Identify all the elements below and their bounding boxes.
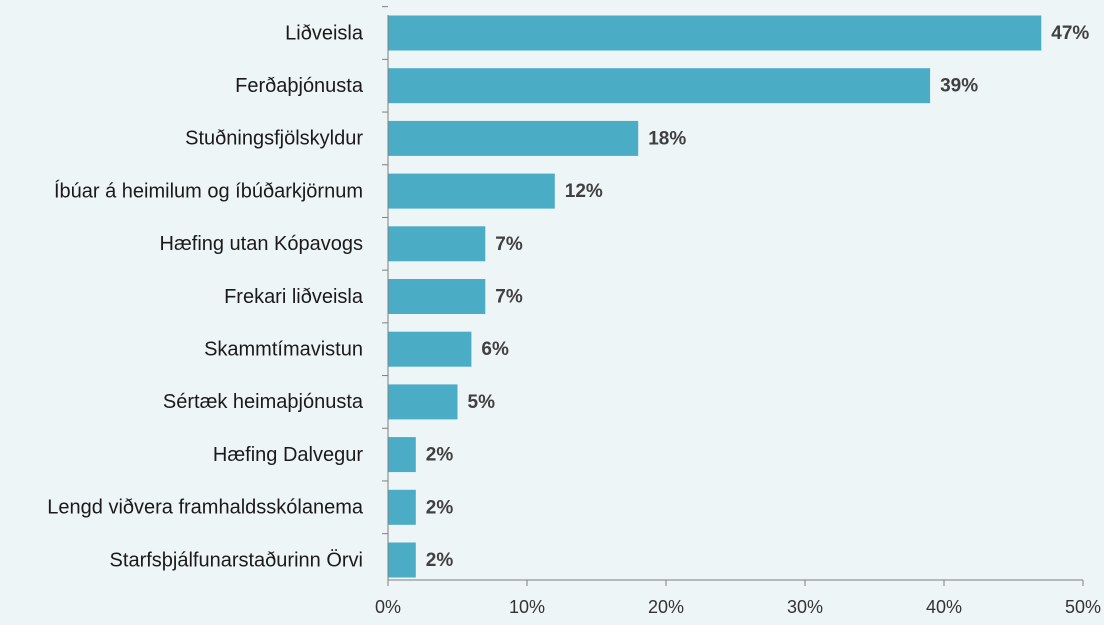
y-tick-label: Starfsþjálfunarstaðurinn Örvi	[110, 549, 363, 571]
y-tick-label: Stuðningsfjölskyldur	[185, 128, 363, 150]
y-tick-label: Hæfing utan Kópavogs	[160, 233, 363, 255]
x-tick-label: 40%	[926, 597, 962, 617]
bar	[388, 489, 416, 525]
y-tick-label: Íbúar á heimilum og íbúðarkjörnum	[54, 179, 363, 202]
value-label: 2%	[426, 550, 454, 571]
bar	[388, 542, 416, 578]
x-tick-label: 50%	[1065, 597, 1101, 617]
x-tick-label: 20%	[648, 597, 684, 617]
y-tick-label: Skammtímavistun	[204, 338, 363, 360]
x-tick-label: 30%	[787, 597, 823, 617]
value-label: 18%	[648, 128, 686, 149]
x-tick-label: 0%	[375, 597, 401, 617]
y-tick-label: Hæfing Dalvegur	[213, 444, 363, 466]
bar	[388, 226, 486, 262]
y-tick-label: Lengd viðvera framhaldsskólanema	[47, 497, 364, 519]
value-label: 47%	[1051, 23, 1089, 44]
value-label: 6%	[481, 339, 509, 360]
value-label: 7%	[495, 234, 523, 255]
y-tick-label: Ferðaþjónusta	[235, 75, 364, 97]
bar	[388, 331, 472, 367]
y-tick-label: Frekari liðveisla	[224, 286, 364, 308]
bar	[388, 437, 416, 473]
value-label: 2%	[426, 445, 454, 466]
bar	[388, 120, 639, 156]
bar	[388, 68, 931, 104]
value-label: 2%	[426, 497, 454, 518]
bar	[388, 173, 555, 209]
x-tick-label: 10%	[509, 597, 545, 617]
value-label: 7%	[495, 287, 523, 308]
bar	[388, 384, 458, 420]
y-tick-label: Sértæk heimaþjónusta	[163, 391, 364, 413]
value-label: 39%	[940, 76, 978, 97]
bar	[388, 279, 486, 314]
value-label: 12%	[565, 181, 603, 202]
value-label: 5%	[468, 392, 496, 413]
y-tick-label: Liðveisla	[285, 22, 364, 44]
bar	[388, 15, 1042, 51]
